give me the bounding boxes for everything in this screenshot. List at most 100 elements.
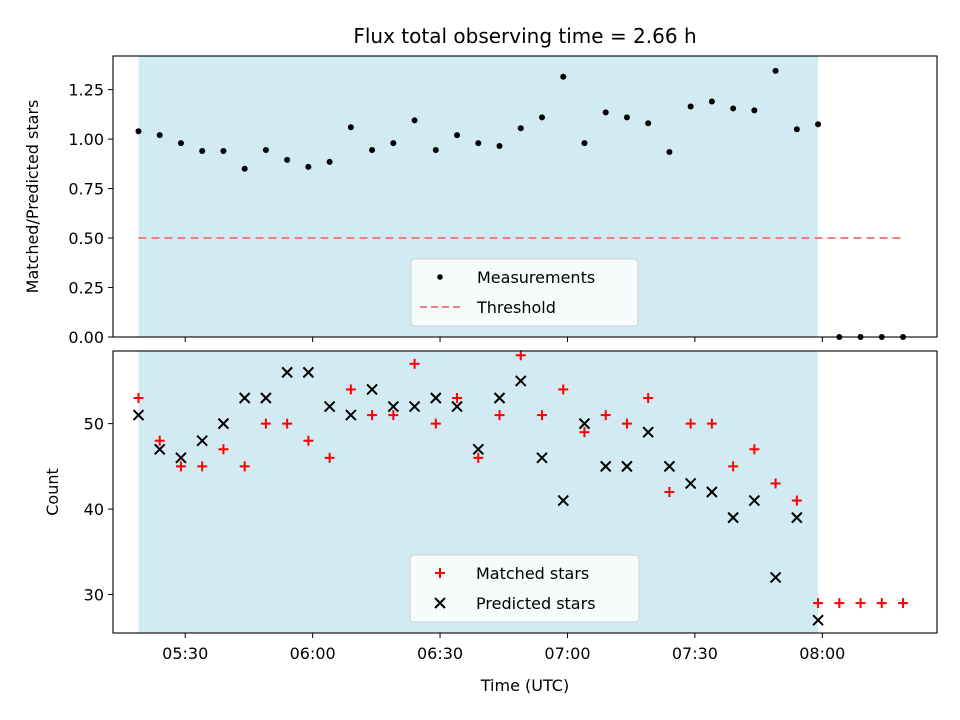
- legend-top: Measurements Threshold: [410, 258, 639, 327]
- legend-label-matched: Matched stars: [476, 564, 589, 583]
- y-tick-top-label: 0.75: [68, 180, 104, 199]
- measurement-point: [581, 140, 588, 147]
- predicted-star-point: [727, 511, 739, 524]
- y-tick-top-label: 1.00: [68, 130, 104, 149]
- measurement-point: [517, 125, 524, 132]
- x-stroke-b: [748, 494, 761, 507]
- y-tick-top-label: 1.25: [68, 81, 104, 100]
- measurement-point: [772, 67, 779, 74]
- measurement-point: [135, 128, 142, 135]
- predicted-star-point: [599, 460, 612, 473]
- predicted-star-point: [791, 511, 803, 524]
- predicted-star-point: [769, 571, 782, 584]
- matched-star-point: [175, 461, 186, 472]
- matched-star-point: [239, 461, 250, 472]
- predicted-star-point: [408, 400, 421, 413]
- measurement-point: [156, 132, 163, 139]
- bottom-axes-frame: [112, 350, 938, 634]
- x-stroke-b: [536, 452, 548, 464]
- legend-x-marker: [434, 597, 446, 609]
- x-stroke-b: [238, 392, 251, 404]
- matched-star-point: [834, 598, 845, 609]
- predicted-star-point: [323, 400, 336, 413]
- x-tick-label: 06:30: [417, 644, 463, 663]
- legend-plus-marker: [435, 568, 445, 578]
- y-axis-ticks-bottom: 30 40 50: [84, 415, 113, 605]
- x-stroke-b: [430, 392, 442, 404]
- y-tick-bottom-label: 50: [84, 415, 104, 434]
- measurement-point: [475, 140, 482, 147]
- x-stroke-b: [366, 383, 378, 396]
- legend-box-bottom: [409, 554, 640, 623]
- x-axis-ticks-top: [184, 337, 823, 342]
- matched-star-point: [409, 358, 420, 369]
- measurement-point: [602, 109, 609, 116]
- x-stroke-b: [281, 366, 293, 379]
- measurement-point: [262, 146, 269, 153]
- x-axis-ticks-bottom: 05:30 06:00 06:30 07:00 07:30 08:00: [162, 633, 845, 663]
- x-stroke-b: [769, 571, 782, 584]
- matched-star-point: [749, 444, 760, 455]
- matched-star-point: [515, 350, 526, 361]
- x-stroke-b: [302, 366, 315, 379]
- x-stroke-b: [132, 409, 145, 421]
- predicted-star-point: [196, 435, 208, 447]
- matched-star-point: [876, 598, 887, 609]
- predicted-star-point: [154, 443, 166, 455]
- y-axis-ticks-top: 0.00 0.25 0.50 0.75 1.00 1.25: [68, 81, 113, 347]
- measurement-points: [135, 67, 907, 340]
- matched-star-point: [600, 410, 611, 421]
- matched-star-point: [452, 393, 463, 403]
- measurement-point: [560, 73, 567, 80]
- count-panel: 30 40 50 05:30 06:00 06:30 07:00 07:30 08:00 Co…: [43, 350, 938, 695]
- y-axis-label-bottom: Count: [43, 468, 62, 516]
- chart-title: Flux total observing time = 2.66 h: [353, 24, 696, 48]
- x-stroke-b: [599, 460, 612, 473]
- matched-star-point: [430, 418, 441, 429]
- measurement-point: [411, 117, 418, 124]
- x-axis-label: Time (UTC): [480, 676, 569, 695]
- predicted-star-point: [366, 383, 378, 396]
- x-stroke-b: [196, 435, 208, 447]
- matched-star-point: [855, 598, 866, 609]
- matched-star-point: [791, 495, 802, 506]
- matched-star-point: [388, 410, 399, 421]
- legend-label-measurements: Measurements: [477, 268, 595, 287]
- matched-star-point: [345, 384, 356, 395]
- matched-star-point: [770, 478, 781, 489]
- predicted-star-point: [493, 392, 506, 404]
- predicted-star-point: [217, 417, 230, 430]
- x-stroke-b: [791, 511, 803, 524]
- measurement-point: [687, 103, 694, 110]
- measurement-point: [369, 146, 376, 153]
- legend-marker-predicted: [434, 597, 446, 609]
- x-stroke-b: [727, 511, 739, 524]
- predicted-star-point: [515, 375, 527, 387]
- measurement-point: [708, 98, 715, 105]
- predicted-star-point: [345, 409, 357, 421]
- measurement-point: [326, 158, 333, 165]
- predicted-star-point: [812, 614, 824, 626]
- matched-star-point: [494, 410, 505, 421]
- measurement-point: [347, 124, 354, 131]
- matched-star-point: [154, 435, 165, 446]
- ratio-panel: 0.00 0.25 0.50 0.75 1.00 1.25 Matched/Predict…: [23, 55, 938, 347]
- predicted-star-point: [621, 460, 633, 473]
- measurement-point: [793, 126, 800, 133]
- predicted-star-point: [281, 366, 293, 379]
- matched-star-point: [898, 598, 909, 609]
- y-tick-bottom-label: 40: [84, 500, 104, 519]
- x-stroke-b: [493, 392, 506, 404]
- predicted-star-point: [238, 392, 251, 404]
- predicted-star-point: [260, 392, 272, 404]
- x-stroke-b: [260, 392, 272, 404]
- legend-label-threshold: Threshold: [476, 298, 556, 317]
- x-stroke-b: [684, 477, 697, 490]
- x-stroke-b: [323, 400, 336, 413]
- x-stroke-b: [175, 452, 187, 464]
- measurement-point: [284, 156, 291, 163]
- top-axes-frame: [112, 55, 938, 338]
- predicted-star-point: [578, 417, 591, 430]
- predicted-star-point: [536, 452, 548, 464]
